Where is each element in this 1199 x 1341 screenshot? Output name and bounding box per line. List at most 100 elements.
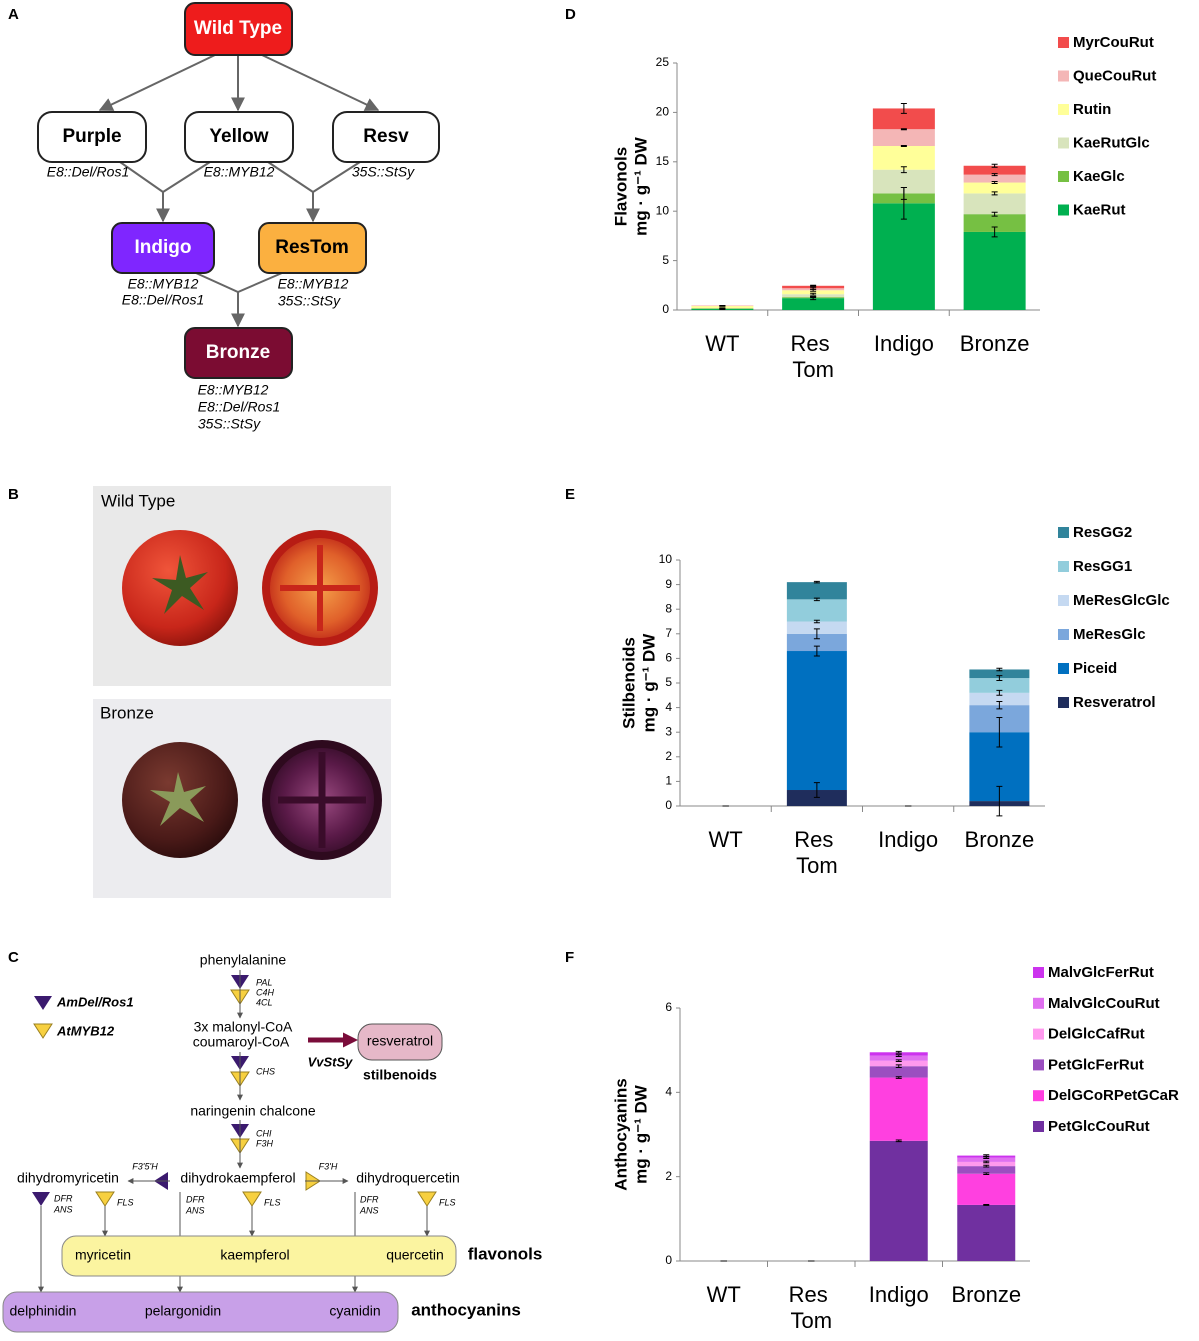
legend-label: PetGlcCouRut xyxy=(1048,1118,1150,1135)
y-tick-label: 0 xyxy=(662,302,669,316)
legend-swatch xyxy=(1033,1121,1044,1132)
legend-swatch xyxy=(1058,71,1069,82)
y-tick-label: 1 xyxy=(665,774,672,788)
x-tick-label: Indigo xyxy=(869,1282,929,1307)
node-label: ResTom xyxy=(275,237,349,258)
pathway-label: AmDel/Ros1 xyxy=(56,994,134,1009)
bar-segment xyxy=(957,1174,1015,1205)
bar-segment xyxy=(873,129,935,146)
pathway-label: PAL xyxy=(256,977,272,987)
photo-wild-type xyxy=(93,486,391,686)
legend-swatch xyxy=(1058,171,1069,182)
panel-letter: C xyxy=(8,949,19,966)
legend-label: ResGG1 xyxy=(1073,558,1132,575)
y-tick-label: 2 xyxy=(665,749,672,763)
genotype: E8::MYB12 xyxy=(278,276,349,292)
x-tick-label: Res Tom xyxy=(789,1282,834,1333)
x-tick-label: Res Tom xyxy=(794,827,839,878)
y-tick-label: 6 xyxy=(665,651,672,665)
error-bar xyxy=(983,1204,989,1205)
legend-swatch xyxy=(1058,595,1069,606)
y-axis-label: Stilbenoids xyxy=(619,637,638,729)
legend-swatch xyxy=(1033,1059,1044,1070)
pathway-label: naringenin chalcone xyxy=(190,1103,316,1119)
panel-letter: F xyxy=(565,949,574,966)
x-tick-label: Indigo xyxy=(874,331,934,356)
legend-label: Rutin xyxy=(1073,101,1111,118)
legend-swatch xyxy=(1033,998,1044,1009)
pathway-label: CHS xyxy=(256,1066,275,1076)
bar-segment xyxy=(787,599,847,621)
y-axis-label: mg · g⁻¹ DW xyxy=(631,136,650,236)
pathway-label: ANS xyxy=(359,1205,379,1215)
pathway-label: 4CL xyxy=(256,997,273,1007)
pathway-label: FLS xyxy=(117,1197,134,1207)
genotype: E8::MYB12 xyxy=(128,276,199,292)
legend-swatch xyxy=(1033,967,1044,978)
y-tick-label: 5 xyxy=(662,253,669,267)
y-axis-label: Flavonols xyxy=(611,147,630,226)
genotype: 35S::StSy xyxy=(278,293,341,309)
legend-label: Resveratrol xyxy=(1073,694,1156,711)
legend-label: MeResGlc xyxy=(1073,626,1146,643)
pathway-label: CHI xyxy=(256,1128,272,1138)
legend-swatch xyxy=(1058,37,1069,48)
pathway-label: F3H xyxy=(256,1138,274,1148)
x-tick-label: Bronze xyxy=(960,331,1030,356)
legend-label: KaeGlc xyxy=(1073,168,1125,185)
pathway-label: resveratrol xyxy=(367,1033,433,1049)
y-tick-label: 10 xyxy=(659,552,673,566)
genotype: 35S::StSy xyxy=(198,416,261,432)
pathway-label: VvStSy xyxy=(308,1054,354,1069)
y-axis-label: mg · g⁻¹ DW xyxy=(639,633,658,733)
x-tick-label: Bronze xyxy=(951,1282,1021,1307)
error-bar xyxy=(983,1155,989,1157)
pathway-label: AtMYB12 xyxy=(56,1023,115,1038)
x-tick-label: WT xyxy=(705,331,739,356)
legend-label: MeResGlcGlc xyxy=(1073,592,1170,609)
y-tick-label: 5 xyxy=(665,675,672,689)
genotype: E8::Del/Ros1 xyxy=(47,164,129,180)
pathway-label: F3'H xyxy=(319,1161,338,1171)
pathway-label: quercetin xyxy=(386,1247,444,1263)
pathway-label: C4H xyxy=(256,987,275,997)
panel-letter: A xyxy=(8,6,19,23)
y-tick-label: 3 xyxy=(665,724,672,738)
error-bar xyxy=(810,297,816,298)
node-label: Yellow xyxy=(209,126,268,147)
error-bar xyxy=(901,129,907,130)
x-tick-label: WT xyxy=(707,1282,741,1307)
legend-swatch xyxy=(1058,697,1069,708)
panel-letter: E xyxy=(565,486,575,503)
y-tick-label: 4 xyxy=(665,700,672,714)
genotype: E8::Del/Ros1 xyxy=(198,399,280,415)
legend-label: DelGCoRPetGCaR xyxy=(1048,1087,1179,1104)
bar-segment xyxy=(787,582,847,599)
x-tick-label: Bronze xyxy=(965,827,1035,852)
legend-label: Piceid xyxy=(1073,660,1117,677)
photo-label: Wild Type xyxy=(101,491,175,510)
y-tick-label: 2 xyxy=(665,1169,672,1183)
photo-bronze xyxy=(93,699,391,898)
pathway-label: delphinidin xyxy=(10,1303,77,1319)
legend-swatch xyxy=(1058,138,1069,149)
legend-swatch xyxy=(1058,104,1069,115)
legend-swatch xyxy=(1033,1029,1044,1040)
y-axis-label: Anthocyanins xyxy=(611,1078,630,1190)
legend-swatch xyxy=(1058,205,1069,216)
pathway-label: myricetin xyxy=(75,1247,131,1263)
y-tick-label: 10 xyxy=(656,203,670,217)
legend-swatch xyxy=(1058,527,1069,538)
pathway-label: FLS xyxy=(264,1197,281,1207)
pathway-label: coumaroyl-CoA xyxy=(193,1034,290,1050)
y-tick-label: 15 xyxy=(656,154,670,168)
y-tick-label: 0 xyxy=(665,798,672,812)
panel-letter: D xyxy=(565,6,576,23)
pathway-label: FLS xyxy=(439,1197,456,1207)
x-tick-label: WT xyxy=(709,827,743,852)
legend-label: QueCouRut xyxy=(1073,67,1156,84)
pathway-label: 3x malonyl-CoA xyxy=(194,1019,293,1035)
photo-label: Bronze xyxy=(100,703,154,722)
x-tick-label: Indigo xyxy=(878,827,938,852)
